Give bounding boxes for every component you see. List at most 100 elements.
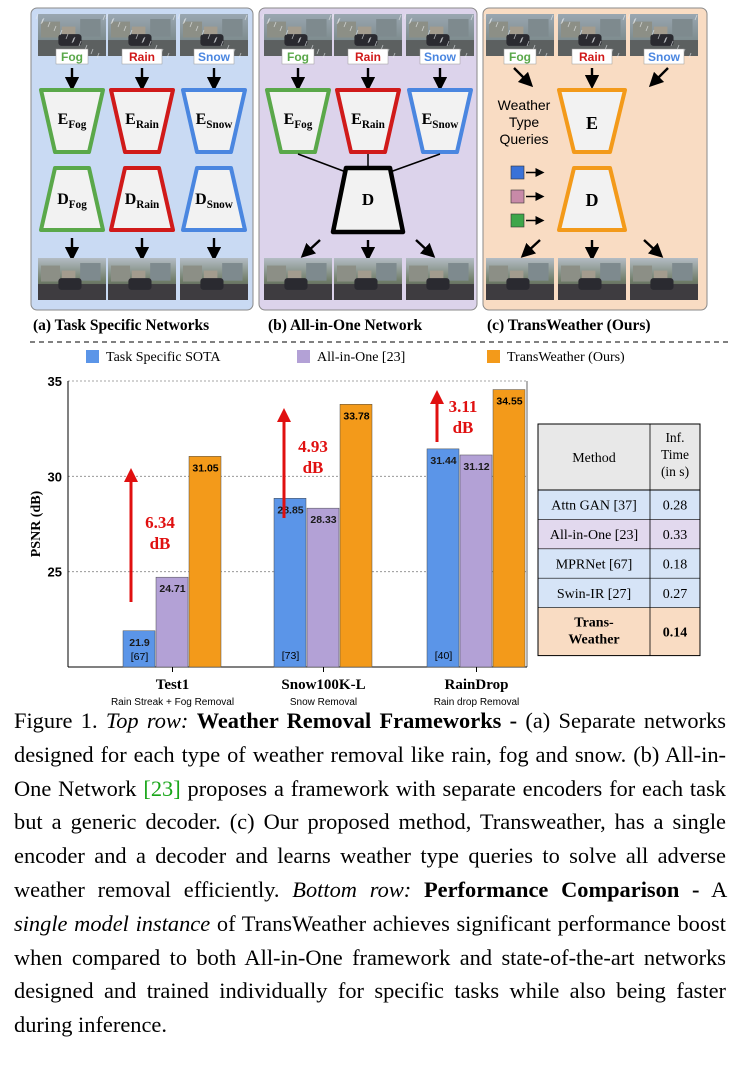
improvement-value: 6.34: [145, 513, 175, 532]
input-image-fog: [261, 13, 332, 59]
tag-fog: Fog: [281, 48, 315, 65]
tag-rain: Rain: [571, 48, 613, 65]
bar-value-label: 28.85: [277, 504, 303, 516]
output-image: [486, 258, 554, 300]
table-cell-method: Attn GAN [37]: [551, 499, 637, 514]
encoder-rain: [335, 88, 401, 154]
improvement-unit: dB: [150, 534, 171, 553]
output-image: [180, 258, 248, 300]
table-cell-method: MPRNet [67]: [556, 558, 633, 573]
table-row: Attn GAN [37] 0.28: [538, 490, 700, 520]
svg-text:Snow: Snow: [648, 50, 681, 64]
encoder-label: ERain: [351, 111, 385, 131]
table-row: MPRNet [67] 0.18: [538, 548, 700, 579]
bar-task-raindrop: [426, 448, 460, 668]
decoder-label: DSnow: [195, 191, 234, 211]
legend-swatch: [297, 350, 310, 363]
svg-text:Fog: Fog: [61, 50, 83, 64]
chart-legend: Task Specific SOTA All-in-One [23] TransWe…: [86, 350, 625, 365]
panel-a-caption: (a) Task Specific Networks: [33, 317, 209, 334]
table-row: Trans- Weather 0.14: [538, 607, 700, 656]
bar-all-in-one-raindrop: [459, 454, 493, 668]
arrow-down-right-icon: [513, 67, 534, 88]
tag-rain: Rain: [121, 48, 163, 65]
bar-transweather-raindrop: [492, 389, 526, 668]
decoder-label: DRain: [125, 191, 160, 211]
encoder-label: ESnow: [422, 111, 460, 131]
single-model-instance: single model instance: [14, 910, 211, 936]
bar-value-label: 33.78: [343, 410, 369, 422]
improvement-value: 4.93: [298, 437, 328, 456]
encoder-snow: [181, 88, 247, 154]
queries-label: Weather: [498, 97, 551, 113]
table-cell-time: 0.14: [663, 626, 688, 641]
generic-decoder: [330, 165, 406, 235]
encoder-snow: [407, 88, 473, 154]
arrow-down-left-icon: [520, 239, 541, 258]
svg-text:Rain: Rain: [355, 50, 381, 64]
shared-encoder: [557, 88, 627, 154]
table-cell-time: 0.27: [663, 587, 688, 602]
caption-label: Figure 1.: [14, 708, 98, 733]
encoder-rain: [109, 88, 175, 154]
tag-snow: Snow: [193, 48, 235, 65]
citation-link[interactable]: [23]: [143, 775, 181, 801]
improvement-unit: dB: [303, 458, 324, 477]
legend-swatch: [487, 350, 500, 363]
svg-text:Fog: Fog: [509, 50, 531, 64]
improvement-value: 3.11: [449, 397, 478, 416]
improvement-annotation: 6.34 dB: [124, 468, 175, 602]
query-token: [510, 189, 525, 204]
arrow-up-head: [430, 390, 444, 404]
top-row-text-2: proposes a framework with separate encod…: [14, 775, 726, 902]
encoder-label: ESnow: [196, 111, 234, 131]
bar-task-snow100k-l: [273, 498, 307, 668]
y-tick-label: 30: [48, 469, 62, 484]
bar-all-in-one-snow100k-l: [306, 507, 340, 668]
table-cell-method: All-in-One [23]: [550, 528, 638, 543]
table-header-method: Method: [572, 451, 616, 466]
y-axis-label: PSNR (dB): [29, 490, 44, 557]
svg-text:Snow: Snow: [424, 50, 457, 64]
table-header: [538, 424, 700, 490]
output-image: [406, 258, 474, 300]
top-row-label: Top row:: [105, 708, 189, 733]
x-tick-sublabel: Rain drop Removal: [434, 697, 520, 708]
table-header-time: Inf.: [665, 430, 684, 445]
bar-all-in-one-test1: [155, 576, 189, 668]
y-tick-label: 35: [48, 374, 62, 389]
bottom-row-title: Performance Comparison -: [424, 876, 700, 902]
table-row: All-in-One [23] 0.33: [538, 519, 700, 549]
encoder-fog: [265, 88, 331, 154]
input-image-fog: [35, 13, 106, 59]
table-cell-time: 0.33: [663, 528, 688, 543]
decoder-fog: [39, 166, 105, 232]
tag-snow: Snow: [643, 48, 685, 65]
legend-label: All-in-One [23]: [317, 350, 405, 365]
arrow-down-right-icon: [643, 239, 664, 258]
bar-transweather-test1: [188, 456, 222, 668]
encoder-fog: [39, 88, 105, 154]
tag-rain: Rain: [347, 48, 389, 65]
input-image-fog: [483, 13, 554, 59]
tag-fog: Fog: [55, 48, 89, 65]
x-tick-label: Snow100K-L: [281, 677, 365, 693]
svg-text:Rain: Rain: [579, 50, 605, 64]
x-tick-sublabel: Rain Streak + Fog Removal: [111, 697, 234, 708]
bar-value-label: 31.44: [430, 455, 456, 467]
weather-removal-frameworks-diagram: Fog Rain Snow Fog Rain Snow Fog Rain Snow EFog DFo…: [30, 7, 728, 343]
decoder-label: D: [362, 190, 374, 209]
improvement-annotation: 3.11 dB: [430, 390, 477, 442]
table-row: Swin-IR [27] 0.27: [538, 578, 700, 608]
tag-snow: Snow: [419, 48, 461, 65]
query-token: [510, 165, 525, 180]
output-image: [38, 258, 106, 300]
queries-label: Type: [509, 114, 540, 130]
encoder-label: ERain: [125, 111, 159, 131]
legend-label: TransWeather (Ours): [507, 350, 625, 365]
encoder-label: EFog: [58, 111, 87, 131]
bar-value-label: 31.05: [192, 462, 218, 474]
bar-ref-label: [40]: [435, 650, 453, 662]
inference-time-table: Method Inf. Time (in s) Attn GAN [37] 0.28 All…: [537, 423, 701, 657]
top-row-text-1: (a) Separate networks designed for each …: [14, 708, 726, 801]
